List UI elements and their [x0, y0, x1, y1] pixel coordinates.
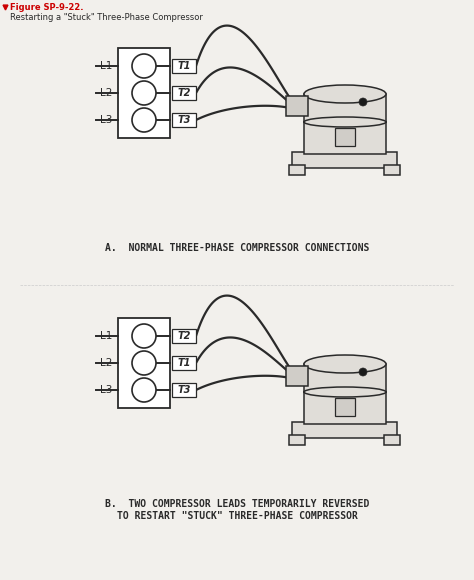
Text: T1: T1 — [177, 61, 191, 71]
Bar — [290, 435, 306, 445]
Circle shape — [132, 81, 156, 105]
Bar — [304, 94, 386, 122]
Text: L2: L2 — [100, 88, 112, 98]
Text: Restarting a "Stuck" Three-Phase Compressor: Restarting a "Stuck" Three-Phase Compres… — [10, 13, 203, 21]
Bar — [172, 113, 196, 127]
Bar — [118, 48, 170, 138]
Circle shape — [132, 324, 156, 348]
Text: L1: L1 — [100, 331, 112, 341]
Ellipse shape — [304, 355, 386, 373]
Text: L3: L3 — [100, 385, 112, 395]
Text: L2: L2 — [100, 358, 112, 368]
Circle shape — [132, 54, 156, 78]
Circle shape — [359, 98, 367, 106]
Ellipse shape — [304, 117, 386, 127]
Bar — [384, 435, 401, 445]
Circle shape — [132, 351, 156, 375]
Bar — [304, 392, 386, 424]
Bar — [384, 165, 401, 175]
Text: T1: T1 — [177, 358, 191, 368]
Ellipse shape — [304, 387, 386, 397]
Text: T2: T2 — [177, 331, 191, 341]
Bar — [172, 86, 196, 100]
Bar — [304, 364, 386, 392]
Bar — [172, 356, 196, 370]
Bar — [290, 165, 306, 175]
Text: L1: L1 — [100, 61, 112, 71]
Bar — [335, 398, 355, 416]
Bar — [292, 422, 398, 438]
Text: B.  TWO COMPRESSOR LEADS TEMPORARILY REVERSED
TO RESTART "STUCK" THREE-PHASE COM: B. TWO COMPRESSOR LEADS TEMPORARILY REVE… — [105, 499, 369, 521]
Bar — [172, 329, 196, 343]
Bar — [292, 152, 398, 168]
Bar — [118, 318, 170, 408]
Bar — [172, 383, 196, 397]
Text: T3: T3 — [177, 115, 191, 125]
Text: T3: T3 — [177, 385, 191, 395]
Bar — [335, 128, 355, 146]
Circle shape — [359, 368, 367, 376]
Text: Figure SP-9-22.: Figure SP-9-22. — [10, 2, 83, 12]
Text: A.  NORMAL THREE-PHASE COMPRESSOR CONNECTIONS: A. NORMAL THREE-PHASE COMPRESSOR CONNECT… — [105, 243, 369, 253]
Ellipse shape — [304, 85, 386, 103]
Text: L3: L3 — [100, 115, 112, 125]
Bar — [172, 59, 196, 73]
Circle shape — [132, 378, 156, 402]
Text: T2: T2 — [177, 88, 191, 98]
Bar — [286, 366, 308, 386]
Circle shape — [132, 108, 156, 132]
Bar — [304, 122, 386, 154]
Bar — [286, 96, 308, 116]
